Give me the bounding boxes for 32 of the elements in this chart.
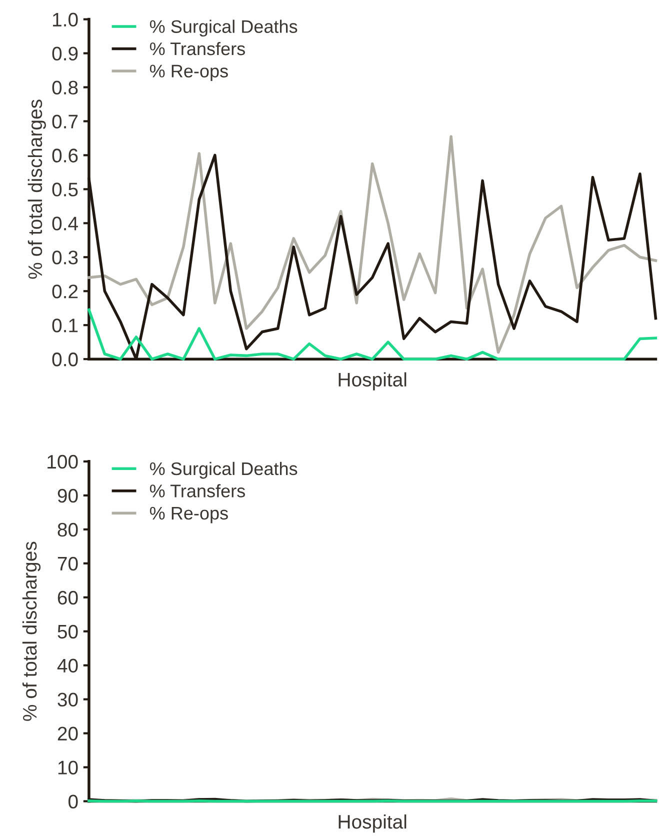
y-tick-label: 90	[58, 488, 78, 503]
y-tick-label: 0.6	[52, 148, 78, 162]
y-tick-label: 0	[68, 794, 78, 808]
legend-label: % Transfers	[150, 42, 245, 56]
y-tick-label: 0.0	[52, 352, 78, 366]
y-tick-label: 1.0	[53, 12, 78, 27]
legend-label: % Re-ops	[150, 64, 228, 82]
y-tick-label: 80	[58, 522, 78, 537]
y-tick-label: 0.3	[52, 250, 78, 264]
y-tick-label: 70	[58, 556, 78, 571]
y-tick-label: 10	[58, 760, 78, 774]
y-tick-label: 40	[57, 658, 78, 673]
y-tick-label: 0.5	[52, 182, 78, 196]
y-tick-label: 0.1	[52, 318, 78, 332]
legend-label: % Surgical Deaths	[150, 20, 298, 37]
y-tick-label: 100	[48, 454, 78, 469]
x-axis-title: Hospital	[338, 372, 406, 390]
y-axis-title: % of total discharges	[28, 100, 46, 279]
y-tick-label: 50	[58, 624, 78, 639]
y-tick-label: 0.2	[52, 284, 78, 298]
y-tick-label: 30	[58, 692, 78, 707]
legend-label: % Re-ops	[150, 506, 228, 524]
y-tick-label: 60	[58, 590, 78, 605]
y-tick-label: 0.9	[52, 46, 78, 61]
legend-label: % Transfers	[150, 484, 245, 498]
y-axis-title: % of total discharges	[22, 542, 41, 721]
y-tick-label: 20	[58, 726, 78, 741]
x-axis-title: Hospital	[338, 814, 406, 833]
y-tick-label: 0.8	[52, 80, 78, 94]
y-tick-label: 0.7	[52, 114, 78, 128]
legend-label: % Surgical Deaths	[150, 462, 298, 479]
y-tick-label: 0.4	[52, 216, 78, 230]
